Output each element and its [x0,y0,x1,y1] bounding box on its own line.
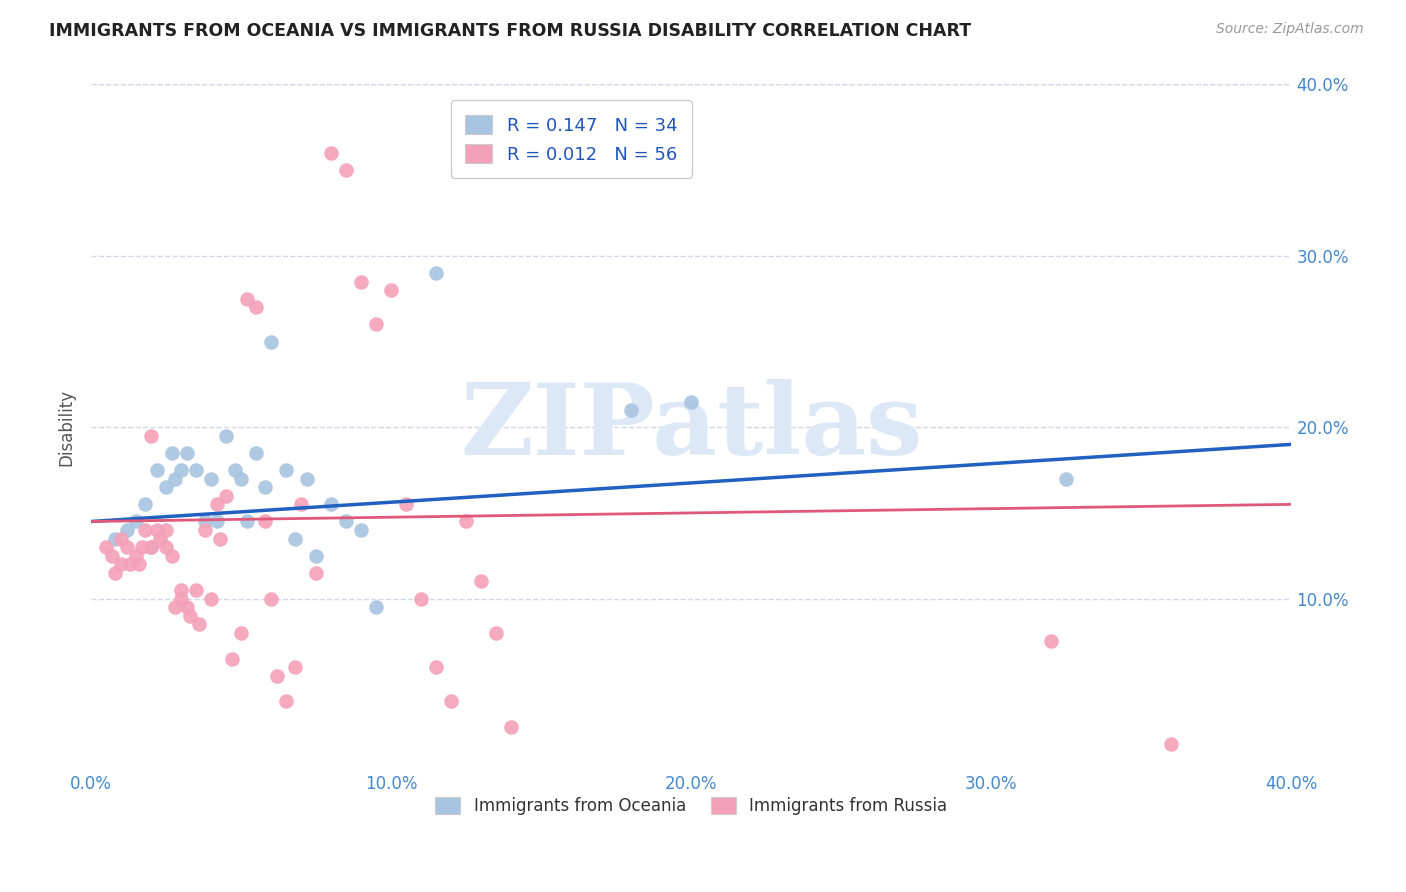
Point [205,497,228,511]
Point [350,275,373,289]
Point [254,480,277,494]
Point [115,523,138,537]
Point [305,549,328,563]
Point [245,300,267,314]
Point [215,489,238,503]
Point [284,660,307,674]
Point [101,549,124,563]
Point [165,472,187,486]
Point [104,566,127,580]
Point [335,515,357,529]
Point [224,463,246,477]
Point [321,497,343,511]
Point [254,515,277,529]
Point [160,446,183,460]
Point [134,497,156,511]
Point [179,608,201,623]
Point [170,591,193,606]
Point [276,463,298,477]
Point [155,540,177,554]
Y-axis label: Disability: Disability [58,389,75,466]
Point [215,429,238,443]
Point [425,660,447,674]
Point [366,318,388,332]
Point [440,694,463,708]
Point [290,497,312,511]
Point [485,626,508,640]
Point [194,515,217,529]
Point [209,532,232,546]
Point [160,549,183,563]
Point [380,283,402,297]
Point [366,600,388,615]
Point [335,163,357,178]
Point [125,515,148,529]
Point [236,515,259,529]
Point [200,591,222,606]
Point [1160,737,1182,751]
Point [115,540,138,554]
Point [186,582,208,597]
Point [141,429,163,443]
Point [104,532,127,546]
Point [170,582,193,597]
Point [188,617,211,632]
Point [155,523,177,537]
Point [200,472,222,486]
Point [96,540,118,554]
Point [681,394,703,409]
Point [350,523,373,537]
Point [186,463,208,477]
Point [155,480,177,494]
Point [284,532,307,546]
Point [176,600,198,615]
Point [205,515,228,529]
Point [1054,472,1077,486]
Point [146,463,169,477]
Point [236,292,259,306]
Point [501,720,523,734]
Point [266,669,288,683]
Point [260,334,283,349]
Point [146,523,169,537]
Text: Source: ZipAtlas.com: Source: ZipAtlas.com [1216,22,1364,37]
Point [260,591,283,606]
Point [620,403,643,417]
Text: IMMIGRANTS FROM OCEANIA VS IMMIGRANTS FROM RUSSIA DISABILITY CORRELATION CHART: IMMIGRANTS FROM OCEANIA VS IMMIGRANTS FR… [49,22,972,40]
Point [194,523,217,537]
Point [176,446,198,460]
Point [231,472,253,486]
Point [295,472,318,486]
Point [165,600,187,615]
Point [231,626,253,640]
Point [141,540,163,554]
Point [170,463,193,477]
Point [456,515,478,529]
Point [1040,634,1063,648]
Point [134,523,156,537]
Text: ZIPatlas: ZIPatlas [460,379,922,475]
Legend: Immigrants from Oceania, Immigrants from Russia: Immigrants from Oceania, Immigrants from… [427,789,956,823]
Point [149,532,172,546]
Point [110,532,132,546]
Point [128,558,150,572]
Point [125,549,148,563]
Point [470,574,492,589]
Point [110,558,132,572]
Point [120,558,142,572]
Point [395,497,418,511]
Point [245,446,267,460]
Point [221,651,243,665]
Point [131,540,153,554]
Point [276,694,298,708]
Point [411,591,433,606]
Point [141,540,163,554]
Point [321,146,343,161]
Point [425,266,447,280]
Point [305,566,328,580]
